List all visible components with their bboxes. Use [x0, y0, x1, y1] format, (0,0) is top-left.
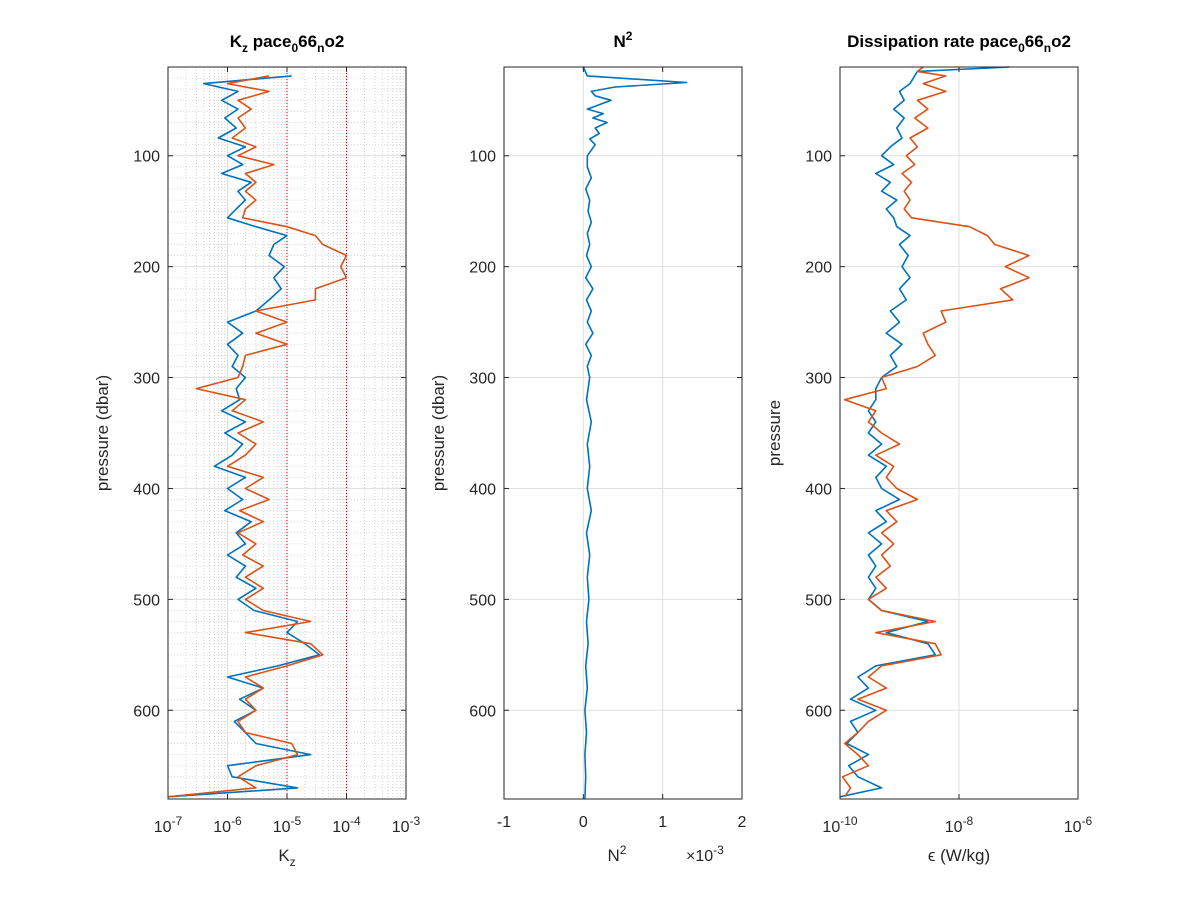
dissipation-series — [839, 66, 1030, 798]
n2-panel: 100 200 300 400 500 600 -1 0 1 2 N2 N2 ×10-3 pres… — [429, 29, 747, 865]
dissipation-y-tick-label: 400 — [805, 481, 832, 498]
kz-series-line-blue — [167, 75, 321, 798]
n2-x-multiplier: ×10-3 — [686, 843, 724, 865]
n2-plot-area — [503, 66, 743, 800]
kz-y-axis-label: pressure (dbar) — [93, 375, 112, 491]
n2-y-tick-label: 600 — [469, 703, 496, 720]
dissipation-x-tick-label: 10-8 — [945, 814, 974, 836]
dissipation-series-line-blue — [839, 66, 1010, 798]
kz-series — [167, 75, 348, 798]
kz-y-tick-label: 100 — [133, 149, 160, 166]
n2-chart-title: N2 — [614, 29, 633, 51]
n2-y-tick-label: 200 — [469, 260, 496, 277]
n2-series — [582, 66, 688, 800]
n2-x-axis-label: N2 — [608, 843, 627, 865]
n2-y-axis-label: pressure (dbar) — [429, 375, 448, 491]
kz-y-tick-label: 400 — [133, 481, 160, 498]
n2-series-line-blue — [582, 66, 688, 800]
kz-y-tick-label: 200 — [133, 260, 160, 277]
dissipation-panel: 100 200 300 400 500 600 10-10 10-8 10-6 Dissipat… — [765, 32, 1093, 865]
kz-y-tick-label: 500 — [133, 592, 160, 609]
n2-x-tick-label: 1 — [658, 814, 667, 831]
dissipation-y-tick-label: 500 — [805, 592, 832, 609]
dissipation-y-axis-label: pressure — [765, 400, 784, 466]
n2-x-tick-label: 2 — [738, 814, 747, 831]
kz-x-tick-label: 10-6 — [213, 814, 242, 836]
kz-grid — [167, 67, 407, 799]
n2-y-tick-label: 100 — [469, 149, 496, 166]
kz-x-tick-label: 10-5 — [273, 814, 302, 836]
dissipation-y-tick-label: 600 — [805, 703, 832, 720]
dissipation-x-tick-label: 10-6 — [1064, 814, 1093, 836]
dissipation-x-axis-label: ϵ (W/kg) — [928, 846, 990, 865]
n2-y-tick-label: 300 — [469, 371, 496, 388]
kz-x-tick-label: 10-3 — [392, 814, 421, 836]
dissipation-y-tick-label: 300 — [805, 371, 832, 388]
kz-y-tick-label: 300 — [133, 371, 160, 388]
n2-x-tick-label: -1 — [497, 814, 511, 831]
kz-ticks: 100 200 300 400 500 600 10-7 10-6 10-5 10-4 10-3 — [133, 67, 421, 836]
n2-x-tick-label: 0 — [579, 814, 588, 831]
kz-panel: 100 200 300 400 500 600 10-7 10-6 10-5 10-4 10-3 K… — [93, 32, 421, 869]
dissipation-series-line-orange — [841, 66, 1030, 798]
n2-y-tick-label: 400 — [469, 481, 496, 498]
n2-y-tick-label: 500 — [469, 592, 496, 609]
dissipation-x-tick-label: 10-10 — [822, 814, 857, 836]
dissipation-y-tick-label: 100 — [805, 149, 832, 166]
kz-x-tick-label: 10-7 — [154, 814, 183, 836]
kz-series-line-orange — [167, 75, 348, 798]
kz-x-axis-label: Kz — [278, 846, 295, 869]
n2-ticks: 100 200 300 400 500 600 -1 0 1 2 — [469, 67, 747, 831]
dissipation-y-tick-label: 200 — [805, 260, 832, 277]
n2-axes-box — [503, 66, 743, 800]
dissipation-chart-title: Dissipation rate pace066no2 — [847, 32, 1071, 55]
kz-chart-title: Kz pace066no2 — [230, 32, 345, 55]
dissipation-ticks: 100 200 300 400 500 600 10-10 10-8 10-6 — [805, 67, 1093, 836]
kz-y-tick-label: 600 — [133, 703, 160, 720]
kz-x-tick-label: 10-4 — [332, 814, 361, 836]
